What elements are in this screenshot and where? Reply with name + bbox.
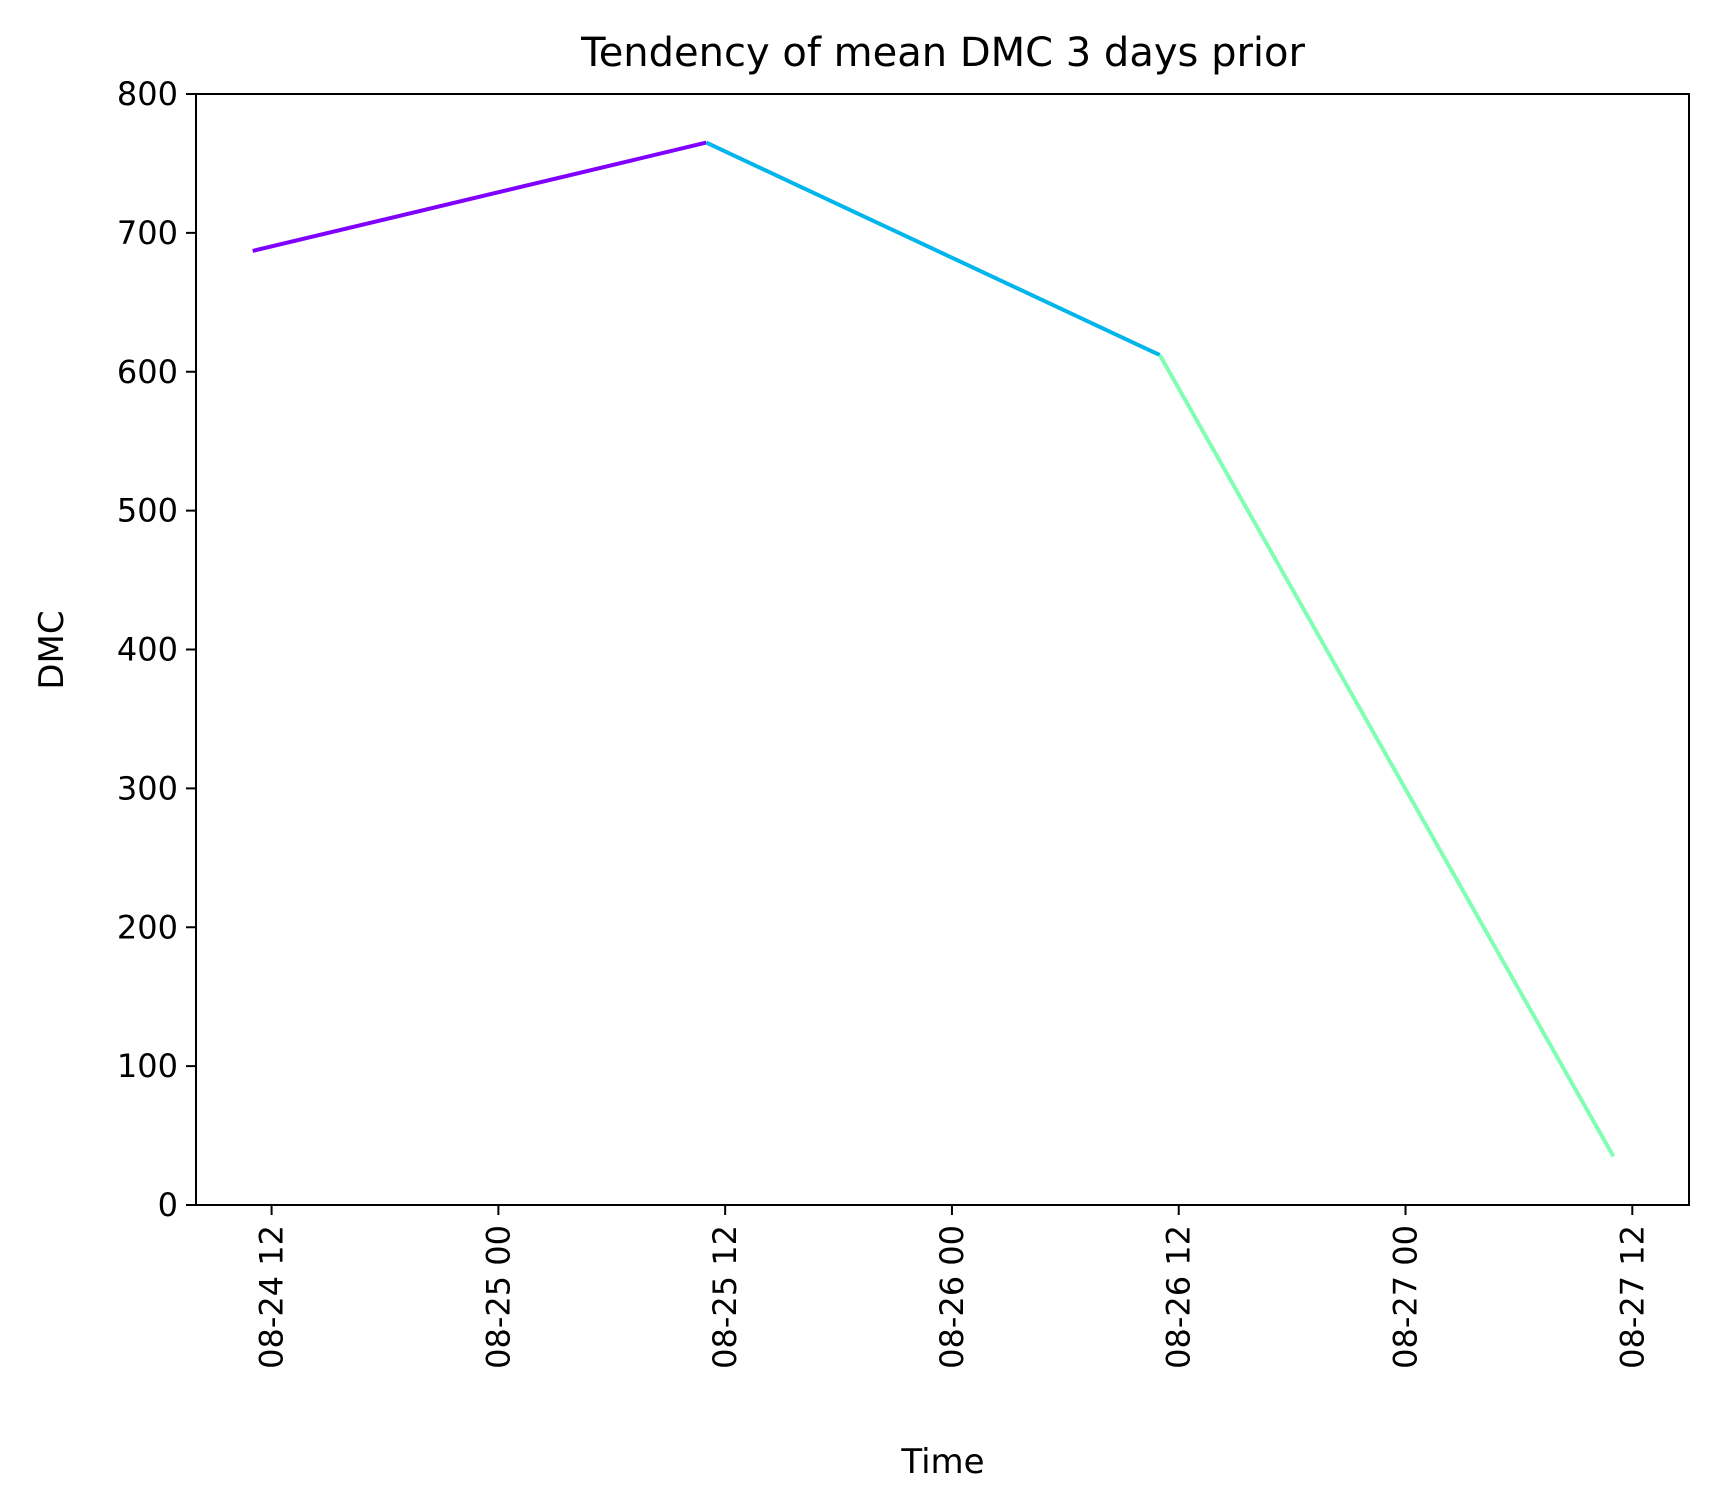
x-axis: 08-24 12 08-25 00 08-25 12 08-26 00 08-26 12… (253, 1205, 1651, 1369)
y-tick-label: 100 (117, 1047, 178, 1085)
line-segment (1158, 354, 1616, 1158)
x-tick-label: 08-27 00 (1387, 1225, 1425, 1369)
y-tick-label: 700 (117, 214, 178, 252)
y-tick-label: 400 (117, 631, 178, 669)
y-tick-label: 800 (117, 75, 178, 113)
line-segment (705, 140, 1161, 357)
x-tick-label: 08-26 00 (933, 1225, 971, 1369)
plot-frame (195, 93, 1690, 1206)
plot-lines (252, 140, 1616, 1158)
x-axis-label: Time (900, 1442, 984, 1482)
y-tick-label: 500 (117, 492, 178, 530)
y-tick-label: 200 (117, 908, 178, 946)
x-tick-label: 08-25 00 (479, 1225, 517, 1369)
y-tick-label: 600 (117, 353, 178, 391)
x-tick-label: 08-26 12 (1160, 1225, 1198, 1369)
y-axis: 0 100 200 300 400 500 600 700 800 (117, 75, 196, 1224)
y-tick-label: 0 (158, 1186, 178, 1224)
x-tick-label: 08-25 12 (706, 1225, 744, 1369)
x-tick-label: 08-24 12 (253, 1225, 291, 1369)
chart-title: Tendency of mean DMC 3 days prior (580, 30, 1305, 76)
x-tick-label: 08-27 12 (1613, 1225, 1651, 1369)
y-tick-label: 300 (117, 769, 178, 807)
line-segment (252, 140, 707, 253)
y-axis-label: DMC (32, 610, 72, 689)
